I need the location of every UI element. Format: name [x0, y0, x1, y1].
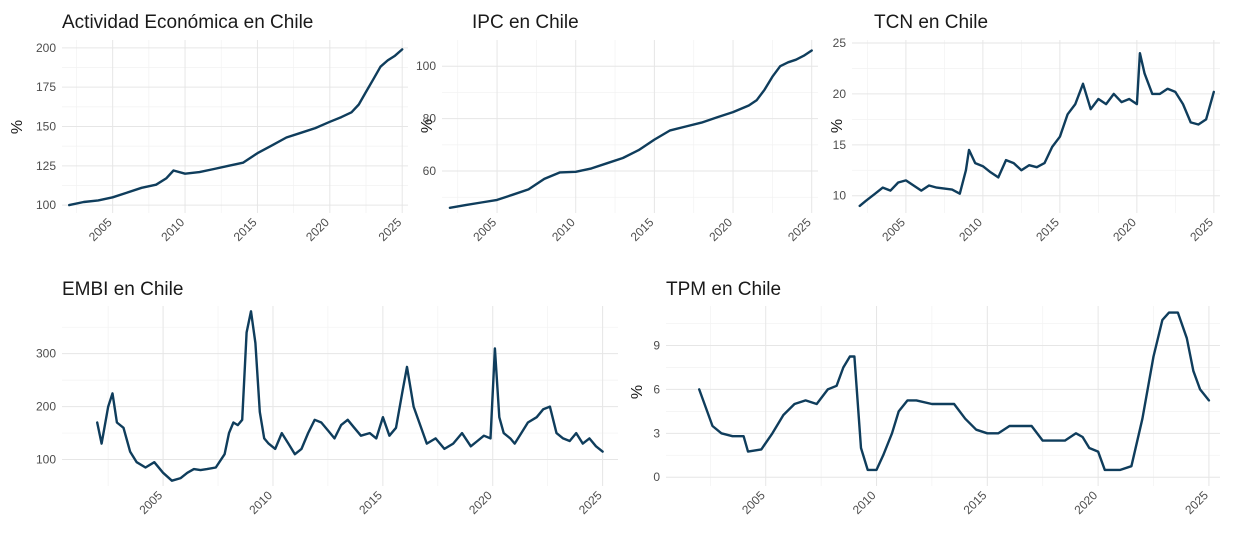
y-tick-label: 125 — [36, 159, 56, 173]
x-tick-label: 2015 — [961, 488, 990, 517]
x-tick-label: 2015 — [356, 488, 385, 517]
series-line — [96, 310, 604, 482]
y-tick-label: 200 — [36, 41, 56, 55]
x-tick-label: 2020 — [303, 215, 332, 244]
x-tick-label: 2005 — [136, 488, 165, 517]
y-axis-label: % — [9, 120, 26, 134]
x-tick-label: 2010 — [956, 215, 985, 244]
chart-title: IPC en Chile — [472, 12, 579, 33]
x-tick-label: 2010 — [549, 215, 578, 244]
x-tick-label: 2005 — [739, 488, 768, 517]
y-tick-label: 6 — [653, 382, 660, 396]
y-axis-label: % — [829, 119, 846, 133]
y-axis-label: % — [629, 385, 646, 399]
y-tick-label: 80 — [423, 112, 437, 126]
y-tick-label: 3 — [653, 426, 660, 440]
series-line — [68, 48, 404, 207]
x-tick-label: 2015 — [628, 215, 657, 244]
x-tick-label: 2025 — [1187, 215, 1216, 244]
y-tick-label: 15 — [833, 138, 847, 152]
chart-panel-2: 2005 2010 2015 2020 2025 60 80 100 IPC en Chile% — [416, 12, 818, 244]
x-tick-label: 2010 — [246, 488, 275, 517]
y-tick-label: 0 — [653, 470, 660, 484]
x-tick-label: 2005 — [879, 215, 908, 244]
y-tick-label: 20 — [833, 87, 847, 101]
y-tick-label: 100 — [36, 198, 56, 212]
x-tick-label: 2005 — [86, 215, 115, 244]
y-tick-label: 60 — [423, 164, 437, 178]
x-tick-label: 2025 — [376, 215, 405, 244]
y-tick-label: 10 — [833, 189, 847, 203]
chart-title: TCN en Chile — [874, 12, 988, 33]
chart-title: TPM en Chile — [666, 279, 781, 300]
series-line — [858, 52, 1215, 208]
y-tick-label: 175 — [36, 80, 56, 94]
x-tick-label: 2010 — [158, 215, 187, 244]
chart-panel-5: 2005 2010 2015 2020 2025 0 3 6 9 TPM en Chile% — [629, 279, 1220, 517]
chart-title: Actividad Económica en Chile — [62, 12, 313, 33]
chart-panel-4: 2005 2010 2015 2020 2025 100 200 300 EMBI en Chi… — [36, 279, 618, 517]
chart-title: EMBI en Chile — [62, 279, 183, 300]
series-line — [448, 49, 813, 209]
x-tick-label: 2010 — [850, 488, 879, 517]
x-tick-label: 2020 — [706, 215, 735, 244]
x-tick-label: 2015 — [231, 215, 260, 244]
x-tick-label: 2025 — [785, 215, 814, 244]
x-tick-label: 2015 — [1033, 215, 1062, 244]
y-tick-label: 300 — [36, 347, 56, 361]
y-tick-label: 100 — [36, 453, 56, 467]
x-tick-label: 2020 — [466, 488, 495, 517]
chart-panel-1: 2005 2010 2015 2020 2025 100 125 150 175 200 Activ… — [9, 12, 408, 244]
x-tick-label: 2025 — [576, 488, 605, 517]
x-tick-label: 2020 — [1110, 215, 1139, 244]
x-tick-label: 2025 — [1182, 488, 1211, 517]
y-tick-label: 200 — [36, 400, 56, 414]
y-tick-label: 150 — [36, 120, 56, 134]
y-tick-label: 100 — [416, 59, 436, 73]
y-axis-label: % — [419, 119, 436, 133]
y-tick-label: 9 — [653, 339, 660, 353]
series-line — [698, 311, 1211, 472]
x-tick-label: 2020 — [1071, 488, 1100, 517]
x-tick-label: 2005 — [470, 215, 499, 244]
y-tick-label: 25 — [833, 36, 847, 50]
